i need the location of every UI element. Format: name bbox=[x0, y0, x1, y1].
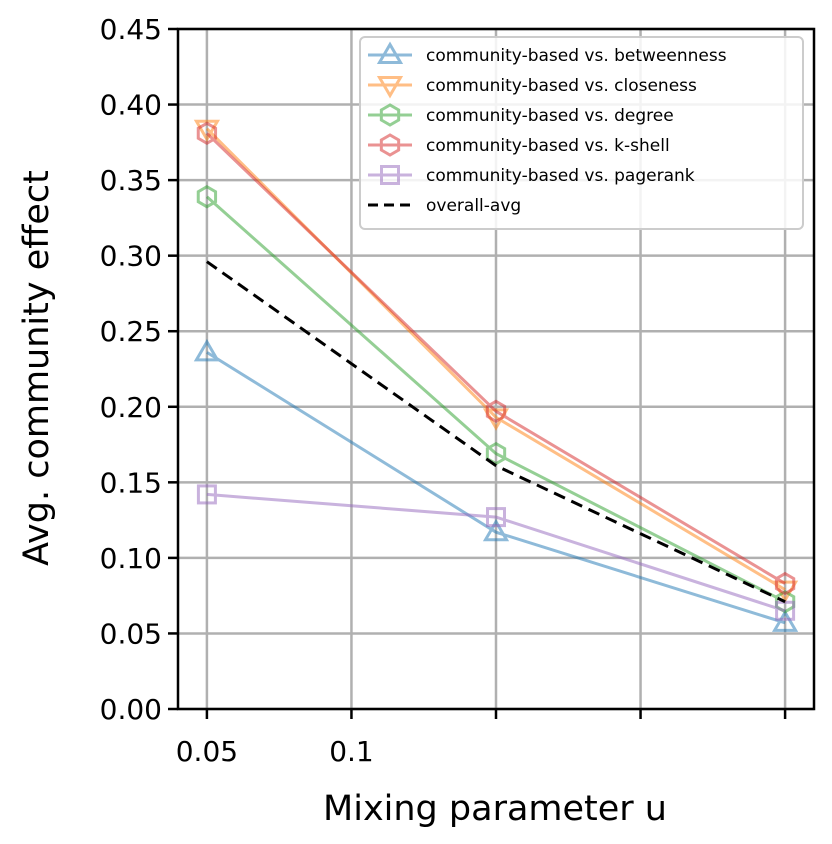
data-point bbox=[774, 589, 796, 614]
legend-label: community-based vs. k-shell bbox=[426, 136, 670, 156]
axes: 0.05 0.1 0.00 0.05 0.10 0.15 0.20 0.25 0.30 0.35 0… bbox=[100, 13, 816, 768]
legend-marker bbox=[376, 76, 404, 99]
x-axis-label: Mixing parameter u bbox=[323, 789, 667, 829]
legend-entry-handle bbox=[368, 76, 412, 99]
data-point bbox=[485, 441, 507, 466]
y-tick-label: 0.45 bbox=[100, 13, 162, 46]
series-5 bbox=[206, 260, 786, 604]
legend-entry-handle bbox=[368, 41, 412, 64]
legend-label: community-based vs. closeness bbox=[426, 76, 697, 96]
legend-entry-handle bbox=[368, 165, 412, 185]
data-point bbox=[771, 609, 799, 632]
series-line bbox=[205, 132, 786, 585]
data-point bbox=[485, 399, 507, 424]
y-tick-label: 0.35 bbox=[100, 164, 162, 197]
y-tick-label: 0.05 bbox=[100, 617, 162, 650]
series-line bbox=[205, 195, 786, 604]
data-point bbox=[774, 571, 796, 596]
legend-marker bbox=[379, 133, 401, 157]
data-point bbox=[482, 518, 510, 542]
y-tick-label: 0.15 bbox=[100, 466, 162, 499]
data-point bbox=[775, 600, 796, 621]
x-tick-label: 0.1 bbox=[329, 735, 374, 768]
series-3 bbox=[196, 121, 796, 596]
legend-marker bbox=[380, 165, 400, 185]
series-2 bbox=[196, 185, 796, 614]
y-axis-label: Avg. community effect bbox=[17, 170, 57, 566]
legend-entry-handle bbox=[368, 103, 412, 127]
series-line bbox=[206, 492, 786, 613]
legend-entry-handle bbox=[368, 133, 412, 157]
y-tick-label: 0.40 bbox=[100, 89, 162, 122]
series-0 bbox=[193, 338, 799, 632]
y-tick-label: 0.30 bbox=[100, 240, 162, 273]
data-point bbox=[193, 338, 221, 362]
legend-box bbox=[359, 36, 804, 230]
series-layer bbox=[193, 119, 799, 632]
legend-label: overall-avg bbox=[426, 196, 521, 216]
data-point bbox=[196, 121, 218, 145]
legend-marker bbox=[376, 41, 404, 64]
data-point bbox=[196, 185, 218, 209]
legend: community-based vs. betweenness community… bbox=[359, 36, 804, 230]
data-point bbox=[486, 507, 506, 528]
data-point bbox=[196, 484, 217, 505]
y-tick-label: 0.25 bbox=[100, 315, 162, 348]
data-point bbox=[193, 119, 221, 143]
y-tick-label: 0.10 bbox=[100, 542, 162, 575]
series-line bbox=[206, 351, 786, 625]
legend-marker bbox=[379, 103, 401, 127]
x-tick-label: 0.05 bbox=[176, 735, 238, 768]
legend-label: community-based vs. degree bbox=[426, 106, 674, 126]
series-line bbox=[206, 260, 786, 604]
y-tick-label: 0.00 bbox=[100, 693, 162, 726]
legend-label: community-based vs. pagerank bbox=[426, 166, 695, 186]
series-4 bbox=[196, 484, 796, 621]
legend-label: community-based vs. betweenness bbox=[426, 46, 727, 66]
y-tick-label: 0.20 bbox=[100, 391, 162, 424]
